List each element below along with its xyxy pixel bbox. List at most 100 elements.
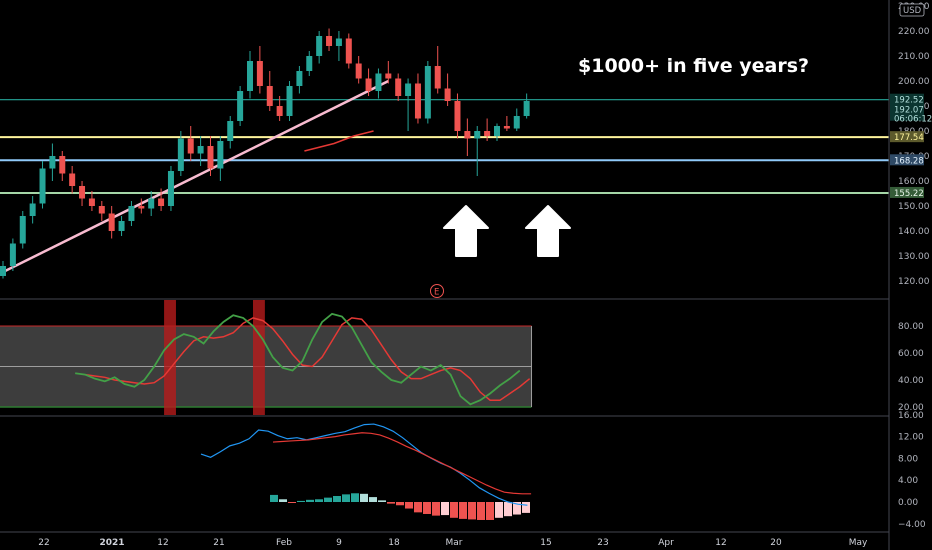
macd-histogram-bar[interactable]	[297, 500, 305, 502]
candle-body[interactable]	[0, 266, 6, 276]
macd-histogram-bar[interactable]	[396, 502, 404, 506]
candle-body[interactable]	[197, 146, 204, 154]
macd-histogram-bar[interactable]	[324, 497, 332, 502]
candle-body[interactable]	[523, 101, 530, 116]
candle-body[interactable]	[474, 131, 481, 139]
candle-body[interactable]	[335, 38, 342, 47]
candle-body[interactable]	[29, 203, 36, 217]
candle-body[interactable]	[385, 73, 392, 79]
macd-histogram-bar[interactable]	[513, 502, 521, 515]
macd-histogram-bar[interactable]	[477, 502, 485, 520]
candle-body[interactable]	[227, 121, 234, 141]
candle-body[interactable]	[266, 86, 273, 106]
candle-body[interactable]	[405, 83, 412, 97]
macd-histogram-bar[interactable]	[369, 497, 377, 502]
candle-body[interactable]	[365, 78, 372, 92]
macd-histogram-bar[interactable]	[387, 502, 395, 504]
candle-body[interactable]	[326, 36, 333, 46]
price-tick-label: 220.00	[898, 27, 930, 37]
candle-body[interactable]	[88, 198, 95, 207]
candle-body[interactable]	[296, 71, 303, 86]
stochastic-d-line[interactable]	[84, 317, 531, 401]
macd-histogram-bar[interactable]	[351, 493, 359, 502]
candle-body[interactable]	[434, 66, 441, 89]
candle-body[interactable]	[19, 216, 26, 244]
macd-histogram-bar[interactable]	[450, 502, 458, 518]
candle-body[interactable]	[414, 83, 421, 119]
macd-histogram-bar[interactable]	[522, 502, 530, 513]
candle-body[interactable]	[138, 206, 145, 209]
macd-signal-line[interactable]	[272, 432, 532, 495]
candle-body[interactable]	[177, 138, 184, 172]
earnings-marker[interactable]: E	[430, 284, 444, 298]
stochastic-tick-label: 80.00	[898, 322, 924, 332]
macd-histogram-bar[interactable]	[432, 502, 440, 516]
candle-body[interactable]	[79, 186, 86, 199]
macd-histogram-bar[interactable]	[414, 502, 422, 513]
macd-pane[interactable]: −4.00 0.00 4.00 8.00 12.00 16.00	[0, 411, 926, 533]
time-axis[interactable]: 22 2021 12 21 Feb 9 18 Mar 15 23 Apr 12 20 May	[38, 538, 868, 548]
macd-histogram-bar[interactable]	[378, 500, 386, 502]
stochastic-pane[interactable]: 20.00 40.00 60.00 80.00	[0, 300, 924, 417]
macd-histogram-bar[interactable]	[306, 499, 314, 502]
macd-histogram-bar[interactable]	[270, 494, 278, 502]
candle-body[interactable]	[237, 91, 244, 121]
price-label-box	[890, 93, 924, 105]
stochastic-k-line[interactable]	[75, 312, 521, 406]
candle-body[interactable]	[494, 126, 500, 136]
macd-histogram-bar[interactable]	[315, 499, 323, 502]
candle-body[interactable]	[454, 101, 461, 131]
macd-histogram-bar[interactable]	[468, 502, 476, 520]
candle-body[interactable]	[306, 56, 313, 71]
candle-body[interactable]	[118, 221, 125, 231]
macd-histogram-bar[interactable]	[504, 502, 512, 517]
macd-histogram-bar[interactable]	[423, 502, 431, 514]
candle-body[interactable]	[316, 36, 323, 56]
candle-body[interactable]	[345, 38, 352, 64]
candle-body[interactable]	[395, 78, 402, 97]
candle-body[interactable]	[286, 86, 293, 116]
candle-body[interactable]	[464, 131, 471, 139]
candle-body[interactable]	[39, 168, 46, 204]
candle-body[interactable]	[503, 126, 510, 129]
candle-body[interactable]	[148, 198, 155, 209]
candle-body[interactable]	[424, 66, 431, 119]
macd-histogram-bar[interactable]	[459, 502, 467, 519]
macd-histogram-bar[interactable]	[486, 502, 494, 520]
candle-body[interactable]	[513, 116, 520, 129]
candle-body[interactable]	[69, 173, 76, 187]
candle-body[interactable]	[247, 61, 253, 91]
candle-body[interactable]	[167, 171, 174, 206]
candle-body[interactable]	[256, 61, 263, 86]
macd-histogram-bar[interactable]	[333, 496, 341, 502]
candle-body[interactable]	[158, 198, 165, 207]
macd-line[interactable]	[200, 423, 528, 506]
price-pane[interactable]	[0, 28, 889, 300]
candle-body[interactable]	[98, 206, 105, 214]
candle-body[interactable]	[187, 138, 194, 154]
macd-histogram-bar[interactable]	[495, 502, 503, 518]
macd-histogram-bar[interactable]	[342, 494, 350, 502]
candle-body[interactable]	[444, 88, 451, 102]
macd-histogram-bar[interactable]	[279, 499, 287, 502]
candle-body[interactable]	[207, 146, 214, 169]
moving-average-line[interactable]	[304, 130, 374, 152]
trendline[interactable]	[0, 79, 389, 275]
candle-body[interactable]	[59, 156, 66, 174]
macd-histogram-bar[interactable]	[441, 502, 449, 516]
candle-body[interactable]	[49, 156, 56, 169]
macd-histogram-bar[interactable]	[288, 502, 296, 503]
macd-histogram-bar[interactable]	[360, 493, 368, 502]
candle-body[interactable]	[9, 243, 16, 267]
candle-body[interactable]	[128, 206, 135, 221]
candle-body[interactable]	[276, 106, 283, 116]
candle-body[interactable]	[217, 141, 224, 169]
macd-histogram-bar[interactable]	[405, 502, 413, 509]
macd-tick-label: 16.00	[898, 411, 924, 421]
candle-body[interactable]	[375, 73, 382, 92]
candle-body[interactable]	[108, 213, 115, 232]
candle-body[interactable]	[355, 63, 362, 79]
candle-body[interactable]	[484, 131, 491, 136]
price-axis[interactable]: 120.00130.00140.00150.00160.00170.00180.…	[888, 0, 932, 550]
